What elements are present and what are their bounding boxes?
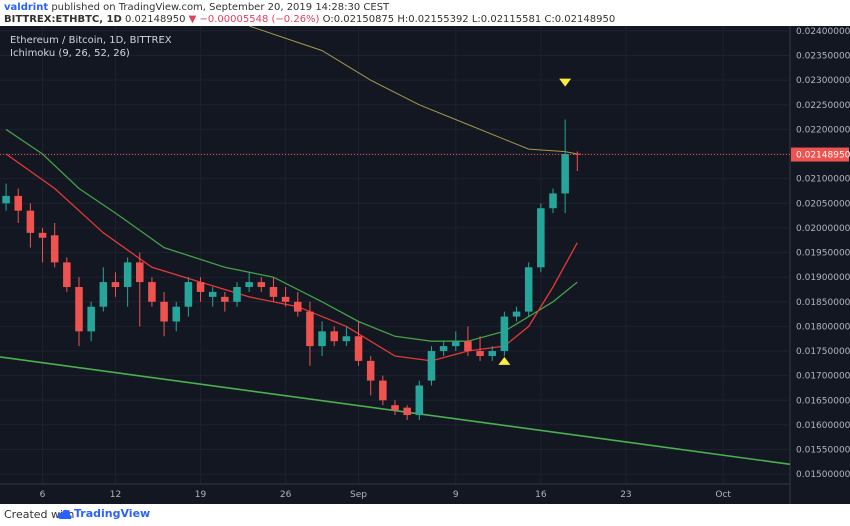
x-tick-label: 16: [535, 490, 547, 500]
candle-body: [439, 346, 448, 352]
candle-body: [148, 282, 156, 302]
y-tick-label: 0.02200000: [796, 125, 850, 135]
y-tick-label: 0.01850000: [796, 298, 850, 308]
ohlc-values: O:0.02150875 H:0.02155392 L:0.02115581 C…: [322, 14, 616, 25]
y-tick-label: 0.01500000: [796, 470, 850, 480]
candle-body: [549, 193, 557, 209]
sell-marker-icon: [559, 78, 572, 87]
candle-body: [415, 385, 424, 416]
candle-body: [281, 296, 290, 302]
ichimoku-kijun-line: [5, 128, 578, 342]
price-change: ▼ −0.00005548 (−0.26%): [188, 14, 320, 25]
last-price: 0.02148950: [125, 14, 186, 25]
candle-body: [123, 262, 132, 288]
tradingview-brand[interactable]: TradingView: [74, 507, 150, 520]
candle-body: [330, 331, 338, 342]
chart-area[interactable]: 0.02400000 0.02350000 0.02300000 0.02250000…: [0, 26, 850, 504]
current-price-label: 0.02148950: [796, 151, 850, 161]
y-tick-label: 0.02350000: [796, 52, 850, 62]
candle-body: [99, 282, 108, 307]
candle-body: [342, 336, 351, 342]
y-tick-label: 0.01950000: [796, 249, 850, 259]
x-tick-label: Oct: [715, 490, 731, 500]
candle-body: [50, 235, 59, 263]
y-tick-label: 0.02400000: [796, 27, 850, 37]
candle-body: [512, 311, 521, 317]
candle-body: [172, 306, 180, 322]
candle-body: [221, 296, 229, 302]
candle-body: [38, 232, 47, 238]
legend-title: Ethereum / Bitcoin, 1D, BITTREX: [10, 35, 172, 46]
footer: Created with TradingView: [0, 504, 850, 526]
y-tick-label: 0.01900000: [796, 273, 850, 283]
y-tick-label: 0.01600000: [796, 421, 850, 431]
candle-body: [14, 195, 22, 211]
candle-body: [524, 267, 533, 312]
current-price-tag: [791, 147, 849, 162]
tradingview-label: TradingView: [74, 507, 151, 520]
candle-body: [379, 380, 387, 401]
chart-svg: 0.02400000 0.02350000 0.02300000 0.02250000…: [0, 26, 850, 504]
y-tick-label: 0.02050000: [796, 199, 850, 209]
x-tick-label: 19: [195, 490, 207, 500]
x-tick-label: 23: [620, 490, 631, 500]
candle-body: [573, 153, 582, 155]
x-tick-label: 26: [280, 490, 292, 500]
candle-body: [2, 195, 10, 204]
candle-body: [26, 210, 35, 233]
ichimoku-tenkan-line: [5, 153, 578, 362]
symbol-label: BITTREX:ETHBTC, 1D: [4, 14, 122, 25]
y-tick-label: 0.02000000: [796, 224, 850, 234]
candle-body: [427, 351, 436, 381]
candle-body: [257, 282, 266, 288]
y-tick-label: 0.02250000: [796, 101, 850, 111]
candle-body: [196, 282, 205, 292]
candle-body: [464, 341, 472, 352]
x-tick-label: 12: [110, 490, 121, 500]
candle-body: [294, 301, 302, 312]
x-tick-label: 6: [40, 490, 46, 500]
y-tick-label: 0.01800000: [796, 322, 850, 332]
candle-body: [245, 282, 253, 288]
candle-body: [87, 306, 95, 332]
candle-body: [111, 282, 120, 288]
candle-body: [391, 405, 399, 411]
ichimoku-span-line: [249, 26, 578, 155]
y-tick-label: 0.01650000: [796, 396, 850, 406]
candle-body: [233, 287, 241, 302]
candle-body: [561, 154, 569, 194]
tradingview-cloud-icon: [57, 509, 72, 519]
candle-body: [537, 208, 545, 268]
candle-body: [184, 282, 193, 307]
candle-body: [354, 336, 363, 361]
candle-body: [306, 311, 314, 347]
candle-body: [476, 351, 484, 356]
candle-body: [488, 351, 496, 356]
legend-indicator[interactable]: Ichimoku (9, 26, 52, 26): [10, 48, 130, 59]
author-name[interactable]: valdrint: [4, 2, 49, 13]
created-with-text: Created with: [4, 508, 75, 521]
candle-body: [75, 287, 83, 332]
published-text: published on TradingView.com, September …: [51, 2, 390, 13]
x-tick-label: 9: [453, 490, 459, 500]
chart-header: valdrint published on TradingView.com, S…: [0, 0, 850, 26]
y-tick-label: 0.01550000: [796, 446, 850, 456]
candle-body: [160, 301, 168, 322]
y-tick-label: 0.02300000: [796, 76, 850, 86]
candle-body: [136, 262, 144, 283]
chart-legend: Ethereum / Bitcoin, 1D, BITTREX Ichimoku…: [10, 34, 172, 60]
candle-body: [500, 316, 509, 352]
candle-body: [63, 262, 71, 288]
candle-body: [269, 287, 278, 297]
candle-body: [366, 360, 375, 381]
buy-marker-icon: [498, 356, 511, 365]
candle-body: [318, 331, 326, 347]
y-tick-label: 0.02100000: [796, 175, 850, 185]
y-tick-label: 0.01700000: [796, 372, 850, 382]
candle-body: [208, 291, 217, 297]
candle-body: [403, 407, 411, 416]
y-tick-label: 0.01750000: [796, 347, 850, 357]
x-tick-label: Sep: [350, 490, 367, 500]
candle-body: [452, 341, 460, 347]
